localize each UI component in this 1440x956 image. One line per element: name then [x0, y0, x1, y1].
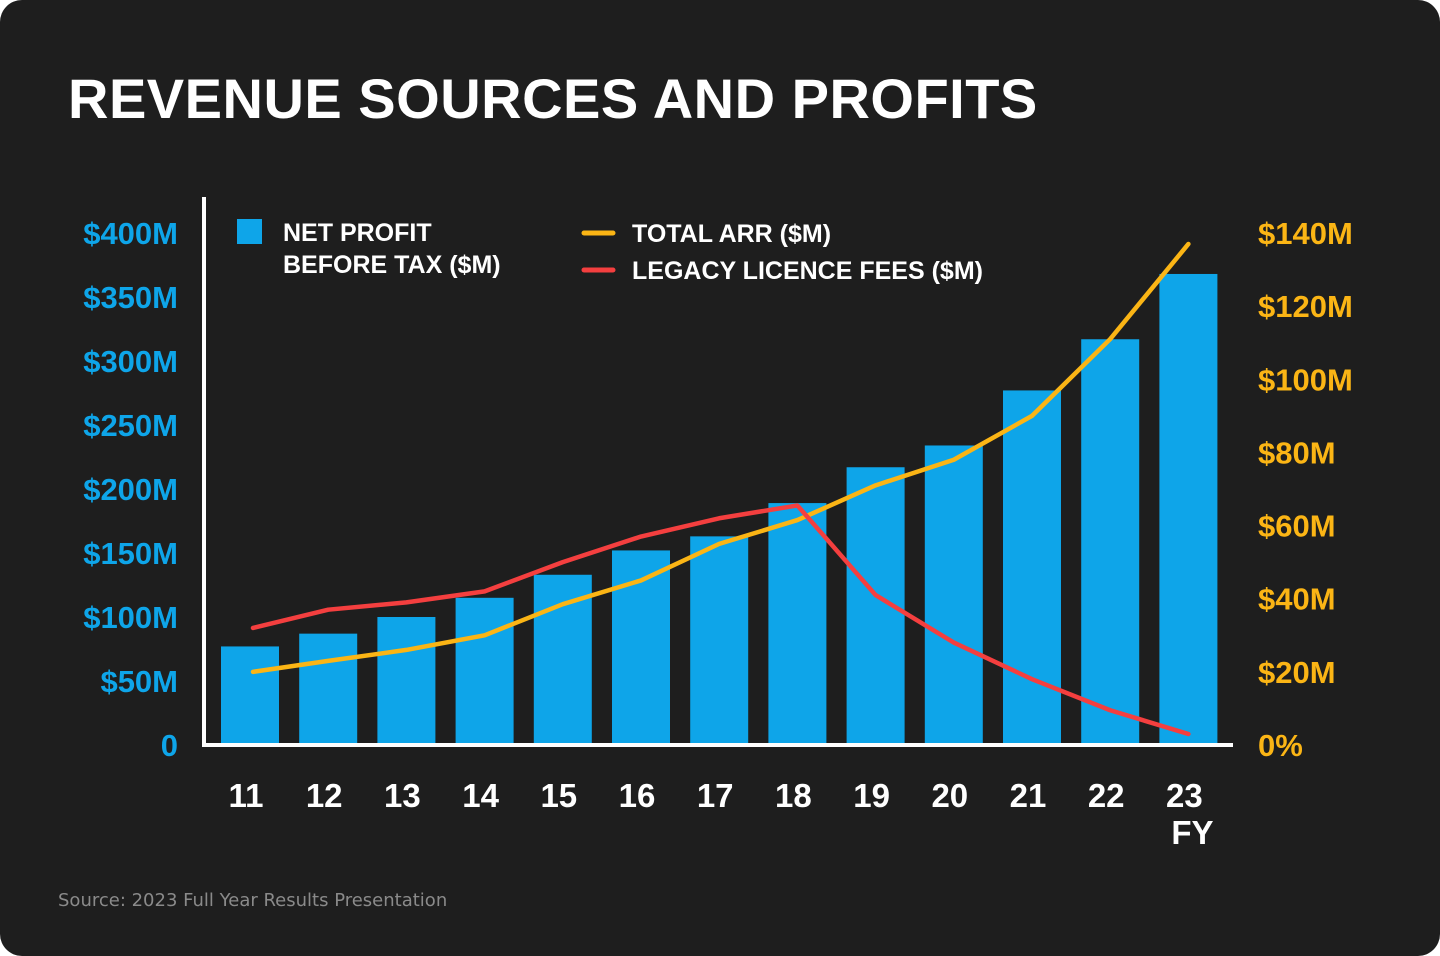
left-tick-label: $300M	[83, 344, 178, 379]
x-tick-label: 20	[931, 777, 968, 814]
bar-22	[1081, 339, 1140, 745]
x-tick-label: 14	[462, 777, 499, 814]
source-note: Source: 2023 Full Year Results Presentat…	[58, 890, 448, 911]
legend-swatch-net-profit	[237, 219, 262, 244]
x-tick-label: 11	[229, 777, 264, 814]
bar-14	[455, 597, 514, 745]
x-tick-label: 16	[619, 777, 656, 814]
left-tick-label: $150M	[83, 536, 178, 571]
x-tick-label: 19	[853, 777, 890, 814]
legend-label-net-profit-line2: BEFORE TAX ($M)	[283, 251, 501, 279]
total-arr-line	[250, 241, 1191, 675]
legend-label-arr: TOTAL ARR ($M)	[632, 220, 831, 248]
bar-23	[1159, 273, 1218, 745]
legend-label-legacy: LEGACY LICENCE FEES ($M)	[632, 257, 983, 285]
x-tick-label: 21	[1010, 777, 1047, 814]
x-tick-label: 23	[1166, 777, 1203, 814]
right-tick-label: 0%	[1258, 728, 1303, 763]
left-tick-label: $100M	[83, 600, 178, 635]
x-tick-label: 18	[775, 777, 812, 814]
bar-12	[299, 633, 358, 745]
right-tick-label: $120M	[1258, 289, 1353, 324]
legacy-licence-fees-line	[250, 503, 1191, 737]
right-tick-label: $140M	[1258, 216, 1353, 251]
x-tick-label: 12	[306, 777, 343, 814]
bar-16	[612, 550, 670, 745]
x-tick-label: 15	[540, 777, 577, 814]
x-axis-fy-label: FY	[1171, 814, 1213, 851]
bar-18	[768, 503, 827, 745]
x-tick-label: 22	[1088, 777, 1125, 814]
bar-11	[221, 646, 279, 745]
x-tick-label: 13	[384, 777, 421, 814]
legend-label-net-profit: NET PROFIT	[283, 219, 432, 247]
left-tick-label: $250M	[83, 408, 178, 443]
bar-21	[1003, 390, 1061, 745]
chart-title: REVENUE SOURCES AND PROFITS	[68, 67, 1038, 130]
right-tick-label: $80M	[1258, 435, 1336, 470]
right-tick-label: $20M	[1258, 655, 1336, 690]
bar-13	[377, 617, 436, 745]
bar-20	[924, 445, 983, 745]
left-tick-label: $400M	[83, 216, 178, 251]
left-tick-label: 0	[161, 728, 178, 763]
bar-17	[690, 536, 749, 745]
right-tick-label: $40M	[1258, 582, 1336, 617]
x-tick-label: 17	[697, 777, 734, 814]
left-tick-label: $200M	[83, 472, 178, 507]
left-tick-label: $350M	[83, 280, 178, 315]
right-tick-label: $60M	[1258, 509, 1336, 544]
left-tick-label: $50M	[100, 664, 178, 699]
right-tick-label: $100M	[1258, 362, 1353, 397]
